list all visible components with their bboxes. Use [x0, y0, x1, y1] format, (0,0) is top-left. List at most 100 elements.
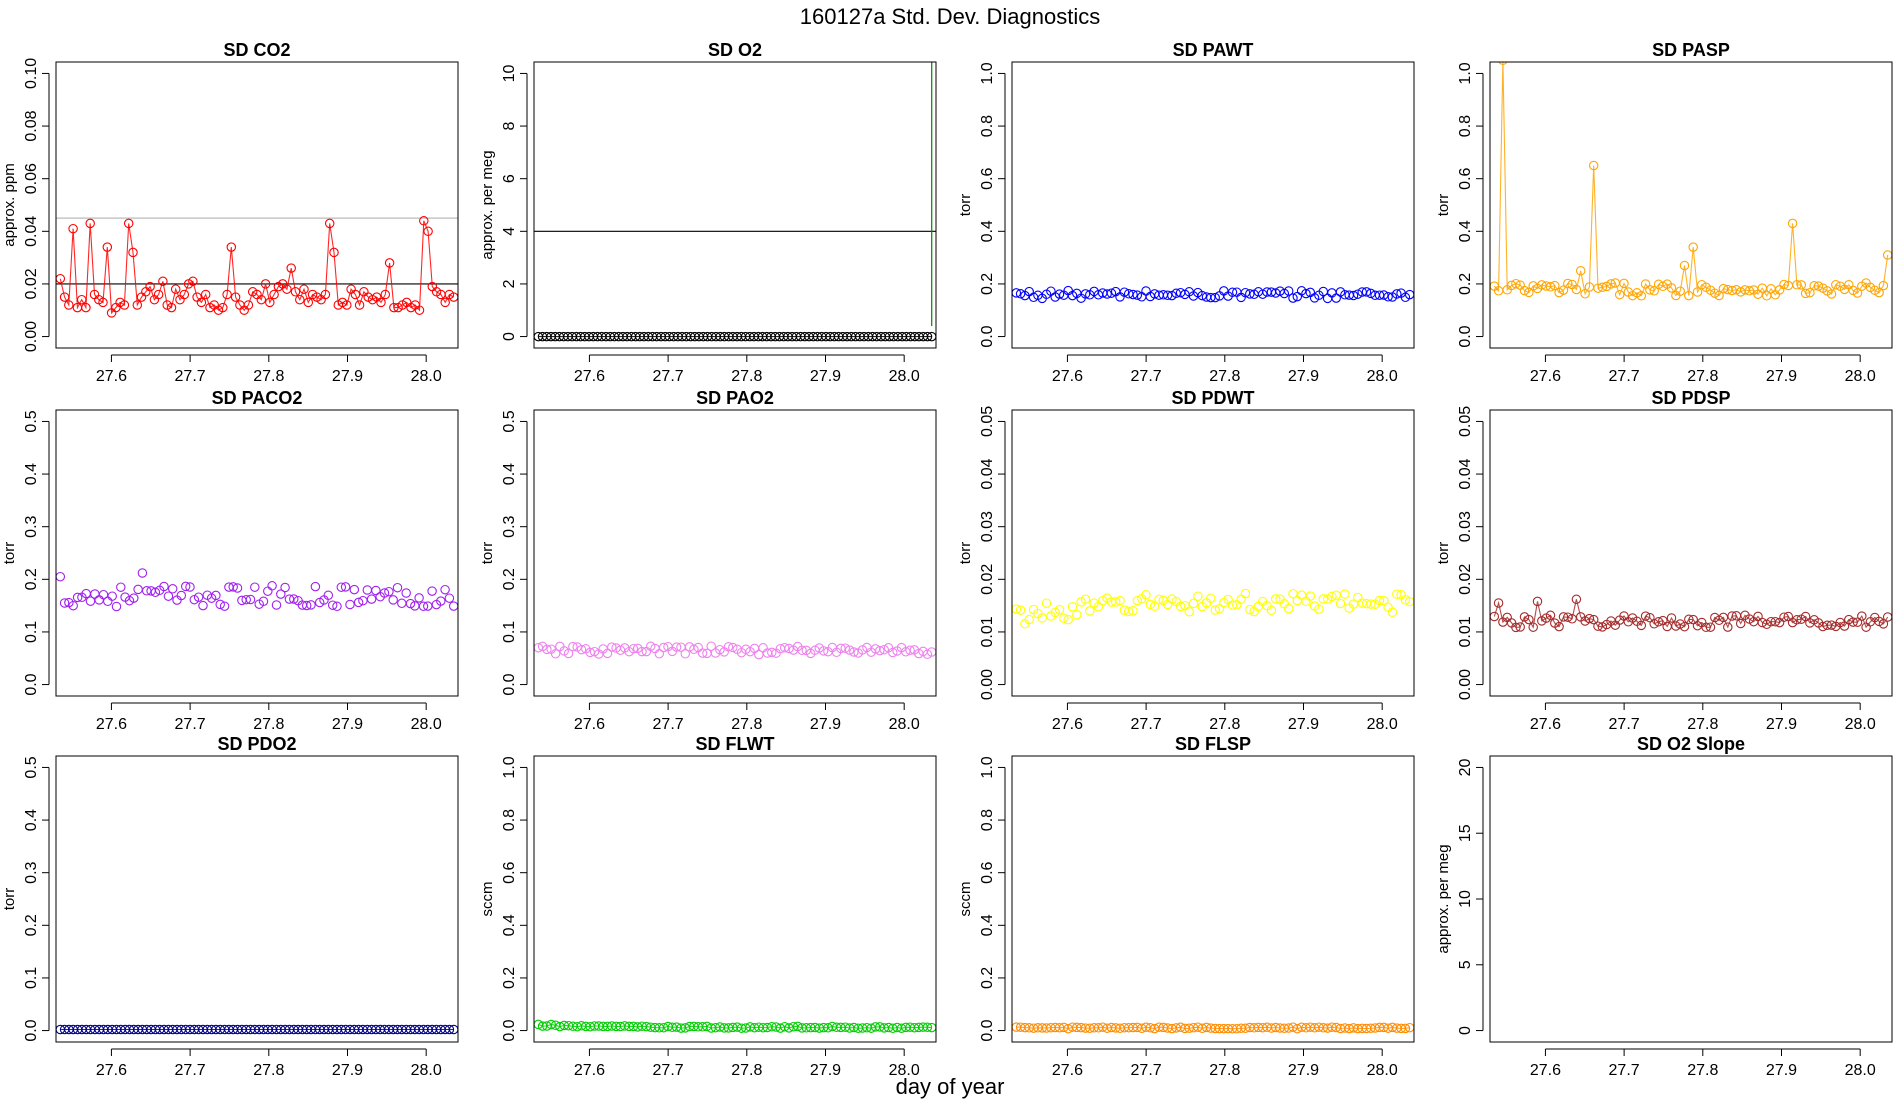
- y-axis: 0 5 10 15 20: [1457, 758, 1484, 1035]
- data-point: [1245, 289, 1255, 299]
- panel-title: SD FLWT: [696, 734, 775, 754]
- data-point: [1718, 283, 1729, 294]
- x-tick-label: 27.6: [1530, 1062, 1561, 1079]
- data-point: [1080, 594, 1091, 604]
- plot-frame: [1489, 409, 1893, 697]
- y-tick-label: 0.2: [501, 967, 518, 989]
- x-tick-label: 27.9: [810, 716, 841, 733]
- data-point: [392, 582, 403, 593]
- data-point: [1331, 590, 1341, 600]
- data-point: [163, 591, 174, 601]
- x-tick-label: 28.0: [889, 716, 920, 733]
- y-tick-label: 15: [1457, 824, 1474, 842]
- y-tick-label: 1.0: [979, 62, 996, 84]
- data-layer: [1012, 588, 1414, 629]
- data-point: [1348, 290, 1359, 301]
- data-point: [260, 279, 271, 289]
- data-point: [1184, 606, 1194, 617]
- x-tick-label: 28.0: [1845, 1062, 1876, 1079]
- data-point: [185, 582, 195, 592]
- data-point: [706, 641, 716, 651]
- data-point: [1571, 594, 1582, 605]
- data-point: [1723, 622, 1733, 632]
- data-point: [1210, 292, 1220, 303]
- data-point: [1404, 1022, 1414, 1033]
- data-point: [1731, 611, 1742, 621]
- data-point: [1662, 621, 1672, 632]
- data-point: [875, 645, 885, 656]
- data-point: [1123, 606, 1134, 617]
- data-point: [1593, 621, 1603, 631]
- y-tick-label: 0.8: [501, 809, 518, 831]
- y-tick-label: 0.4: [501, 463, 518, 485]
- data-point: [68, 600, 78, 611]
- data-point: [1314, 604, 1324, 614]
- data-point: [286, 263, 296, 273]
- data-point: [1240, 588, 1251, 599]
- plot-frame: [1489, 755, 1893, 1043]
- data-point: [550, 649, 561, 659]
- x-tick-label: 28.0: [1845, 716, 1876, 733]
- data-point: [1831, 279, 1841, 290]
- x-tick-label: 27.9: [332, 368, 363, 385]
- y-tick-label: 0.00: [979, 669, 996, 700]
- data-layer: [1490, 594, 1892, 633]
- data-point: [1102, 289, 1112, 299]
- data-layer: [56, 216, 458, 318]
- data-point: [879, 644, 889, 655]
- y-axis: 0.0 0.1 0.2 0.3 0.4 0.5: [23, 756, 50, 1042]
- data-point: [423, 601, 433, 611]
- x-tick-label: 27.6: [574, 1062, 605, 1079]
- data-point: [384, 586, 394, 597]
- data-point: [1779, 279, 1789, 290]
- data-point: [1210, 605, 1220, 615]
- data-point: [654, 649, 665, 659]
- data-point: [602, 648, 613, 659]
- x-tick-label: 27.9: [1766, 716, 1797, 733]
- data-point: [857, 645, 868, 655]
- x-tick-label: 28.0: [1367, 1062, 1398, 1079]
- data-point: [1588, 160, 1599, 171]
- x-tick-label: 28.0: [411, 368, 442, 385]
- data-point: [64, 300, 74, 310]
- data-point: [836, 643, 846, 654]
- data-point: [243, 300, 254, 310]
- data-point: [332, 601, 342, 612]
- y-axis-label: torr: [1, 888, 18, 911]
- data-point: [1619, 278, 1629, 289]
- x-tick-label: 28.0: [1367, 716, 1398, 733]
- data-point: [1537, 280, 1547, 290]
- y-tick-label: 0.10: [23, 58, 40, 89]
- data-point: [1175, 601, 1186, 612]
- data-point: [384, 258, 395, 268]
- data-point: [1882, 250, 1892, 260]
- data-point: [1270, 594, 1281, 604]
- y-tick-label: 0.8: [979, 809, 996, 831]
- y-axis: 0.0 0.2 0.4 0.6 0.8 1.0: [501, 756, 528, 1042]
- y-tick-label: 0.3: [501, 515, 518, 537]
- y-tick-label: 10: [1457, 890, 1474, 908]
- data-point: [1515, 622, 1525, 632]
- x-tick-label: 27.7: [1609, 716, 1640, 733]
- y-tick-label: 0.1: [501, 621, 518, 643]
- y-tick-label: 0.01: [1457, 616, 1474, 647]
- data-point: [336, 582, 347, 592]
- data-point: [444, 593, 455, 603]
- y-tick-label: 0.0: [501, 673, 518, 695]
- data-point: [546, 1019, 556, 1030]
- data-point: [1072, 610, 1082, 620]
- data-point: [922, 331, 933, 342]
- y-tick-label: 0.6: [979, 167, 996, 189]
- plot-frame: [533, 61, 937, 349]
- data-point: [1404, 289, 1414, 300]
- data-point: [198, 600, 208, 611]
- data-point: [1119, 287, 1130, 297]
- data-point: [1614, 289, 1625, 300]
- data-point: [1653, 617, 1664, 627]
- data-point: [844, 645, 855, 655]
